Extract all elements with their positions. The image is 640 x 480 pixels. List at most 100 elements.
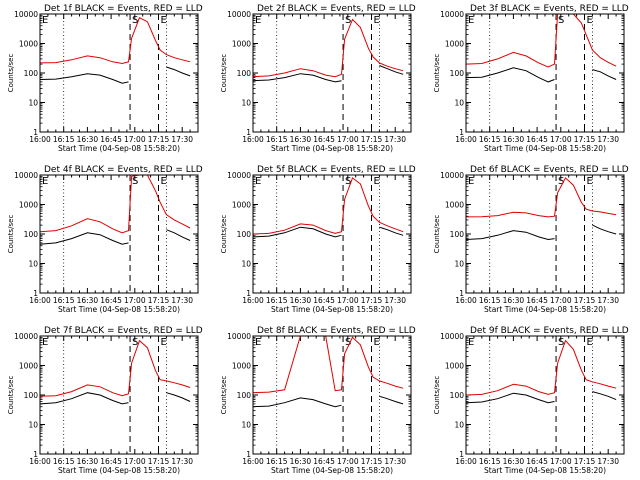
x-tick-label: 16:30	[77, 296, 99, 305]
y-tick-label: 1	[246, 450, 251, 459]
x-tick-label: 16:30	[503, 457, 525, 466]
x-tick-label: 17:15	[361, 457, 383, 466]
y-axis-label: Counts/sec	[7, 54, 15, 93]
y-axis-label: Counts/sec	[220, 215, 228, 254]
x-tick-label: 17:00	[337, 135, 359, 144]
panel-data	[466, 177, 617, 241]
x-tick-label: 17:00	[337, 457, 359, 466]
y-tick-label: 1000	[445, 40, 464, 49]
plot-frame	[39, 13, 199, 133]
panel-title: Det 3f BLACK = Events, RED = LLD	[470, 4, 629, 14]
y-tick-label: 10	[28, 99, 38, 108]
y-tick-label: 1	[459, 450, 464, 459]
x-tick-label: 16:45	[313, 135, 335, 144]
time-marker-label: E	[255, 15, 261, 26]
y-tick-label: 1000	[445, 362, 464, 371]
x-tick-label: 16:30	[503, 296, 525, 305]
panel-title: Det 1f BLACK = Events, RED = LLD	[44, 4, 203, 14]
panel-7: Det 7f BLACK = Events, RED = LLD 1 10 100 10…	[7, 326, 203, 475]
x-tick-label: 16:00	[455, 457, 477, 466]
time-marker-label: S	[558, 176, 564, 187]
y-axis-label: Counts/sec	[433, 54, 441, 93]
series-events-line	[40, 229, 191, 245]
series-events-line	[253, 395, 404, 408]
series-events-line	[40, 66, 191, 84]
y-tick-label: 10	[241, 260, 251, 269]
y-tick-label: 1000	[232, 362, 251, 371]
y-tick-label: 1	[33, 289, 38, 298]
x-tick-label: 16:45	[100, 135, 122, 144]
plot-frame	[252, 13, 412, 133]
y-tick-label: 10000	[440, 171, 464, 180]
series-events-line	[466, 391, 617, 404]
x-tick-label: 17:00	[550, 135, 572, 144]
y-tick-label: 1	[459, 128, 464, 137]
time-marker-label: E	[255, 176, 261, 187]
y-tick-label: 10	[241, 421, 251, 430]
x-tick-label: 16:30	[290, 457, 312, 466]
time-marker-label: E	[587, 15, 593, 26]
time-marker-label: S	[132, 337, 138, 348]
x-tick-label: 17:30	[597, 135, 619, 144]
y-axis-label: Counts/sec	[433, 376, 441, 415]
panel-2: Det 2f BLACK = Events, RED = LLD 1 10 100 10…	[220, 4, 416, 153]
series-lld-line	[40, 17, 191, 65]
x-tick-label: 17:30	[597, 296, 619, 305]
y-tick-label: 10	[454, 421, 464, 430]
x-tick-label: 16:15	[53, 296, 75, 305]
y-tick-label: 10	[241, 99, 251, 108]
time-marker-label: E	[468, 337, 474, 348]
panel-title: Det 2f BLACK = Events, RED = LLD	[257, 4, 416, 14]
y-tick-label: 100	[450, 69, 465, 78]
time-marker-label: E	[161, 176, 167, 187]
time-marker-label: E	[374, 337, 380, 348]
y-tick-label: 10000	[14, 10, 38, 19]
y-tick-label: 100	[237, 230, 252, 239]
x-tick-label: 16:15	[53, 457, 75, 466]
panel-title: Det 8f BLACK = Events, RED = LLD	[257, 326, 416, 336]
x-tick-label: 16:15	[266, 457, 288, 466]
x-tick-label: 16:00	[242, 296, 264, 305]
x-tick-label: 17:15	[148, 457, 170, 466]
x-tick-label: 16:30	[77, 135, 99, 144]
panel-8: Det 8f BLACK = Events, RED = LLD 1 10 100 10…	[220, 326, 416, 475]
series-events-line	[40, 392, 191, 405]
x-tick-label: 17:30	[171, 457, 193, 466]
y-tick-label: 100	[450, 230, 465, 239]
x-tick-label: 16:30	[77, 457, 99, 466]
time-marker-label: E	[468, 15, 474, 26]
plot-frame	[465, 13, 625, 133]
y-tick-label: 100	[24, 230, 39, 239]
y-tick-label: 1	[459, 289, 464, 298]
x-axis-label: Start Time (04-Sep-08 15:58:20)	[271, 305, 393, 314]
series-events-line	[253, 65, 404, 83]
x-tick-label: 16:00	[242, 457, 264, 466]
time-marker-label: S	[345, 15, 351, 26]
series-lld-line	[253, 336, 404, 394]
y-tick-label: 100	[237, 69, 252, 78]
time-marker-label: S	[558, 337, 564, 348]
x-tick-label: 17:00	[124, 135, 146, 144]
time-marker-label: E	[42, 337, 48, 348]
y-tick-label: 100	[237, 391, 252, 400]
x-tick-label: 17:30	[384, 296, 406, 305]
y-tick-label: 10000	[227, 171, 251, 180]
time-marker-label: E	[42, 176, 48, 187]
x-axis-label: Start Time (04-Sep-08 15:58:20)	[58, 144, 180, 153]
plot-frame	[465, 335, 625, 455]
y-tick-label: 10000	[14, 332, 38, 341]
x-tick-label: 17:30	[384, 457, 406, 466]
x-axis-label: Start Time (04-Sep-08 15:58:20)	[484, 305, 606, 314]
y-tick-label: 100	[24, 391, 39, 400]
plot-frame	[252, 174, 412, 294]
x-tick-label: 16:00	[242, 135, 264, 144]
x-tick-label: 17:15	[148, 135, 170, 144]
y-tick-label: 1	[33, 450, 38, 459]
panel-data	[253, 18, 404, 83]
plot-frame	[39, 174, 199, 294]
panel-title: Det 6f BLACK = Events, RED = LLD	[470, 165, 629, 175]
x-tick-label: 17:00	[550, 296, 572, 305]
y-tick-label: 1	[246, 128, 251, 137]
series-events-line	[253, 226, 404, 238]
